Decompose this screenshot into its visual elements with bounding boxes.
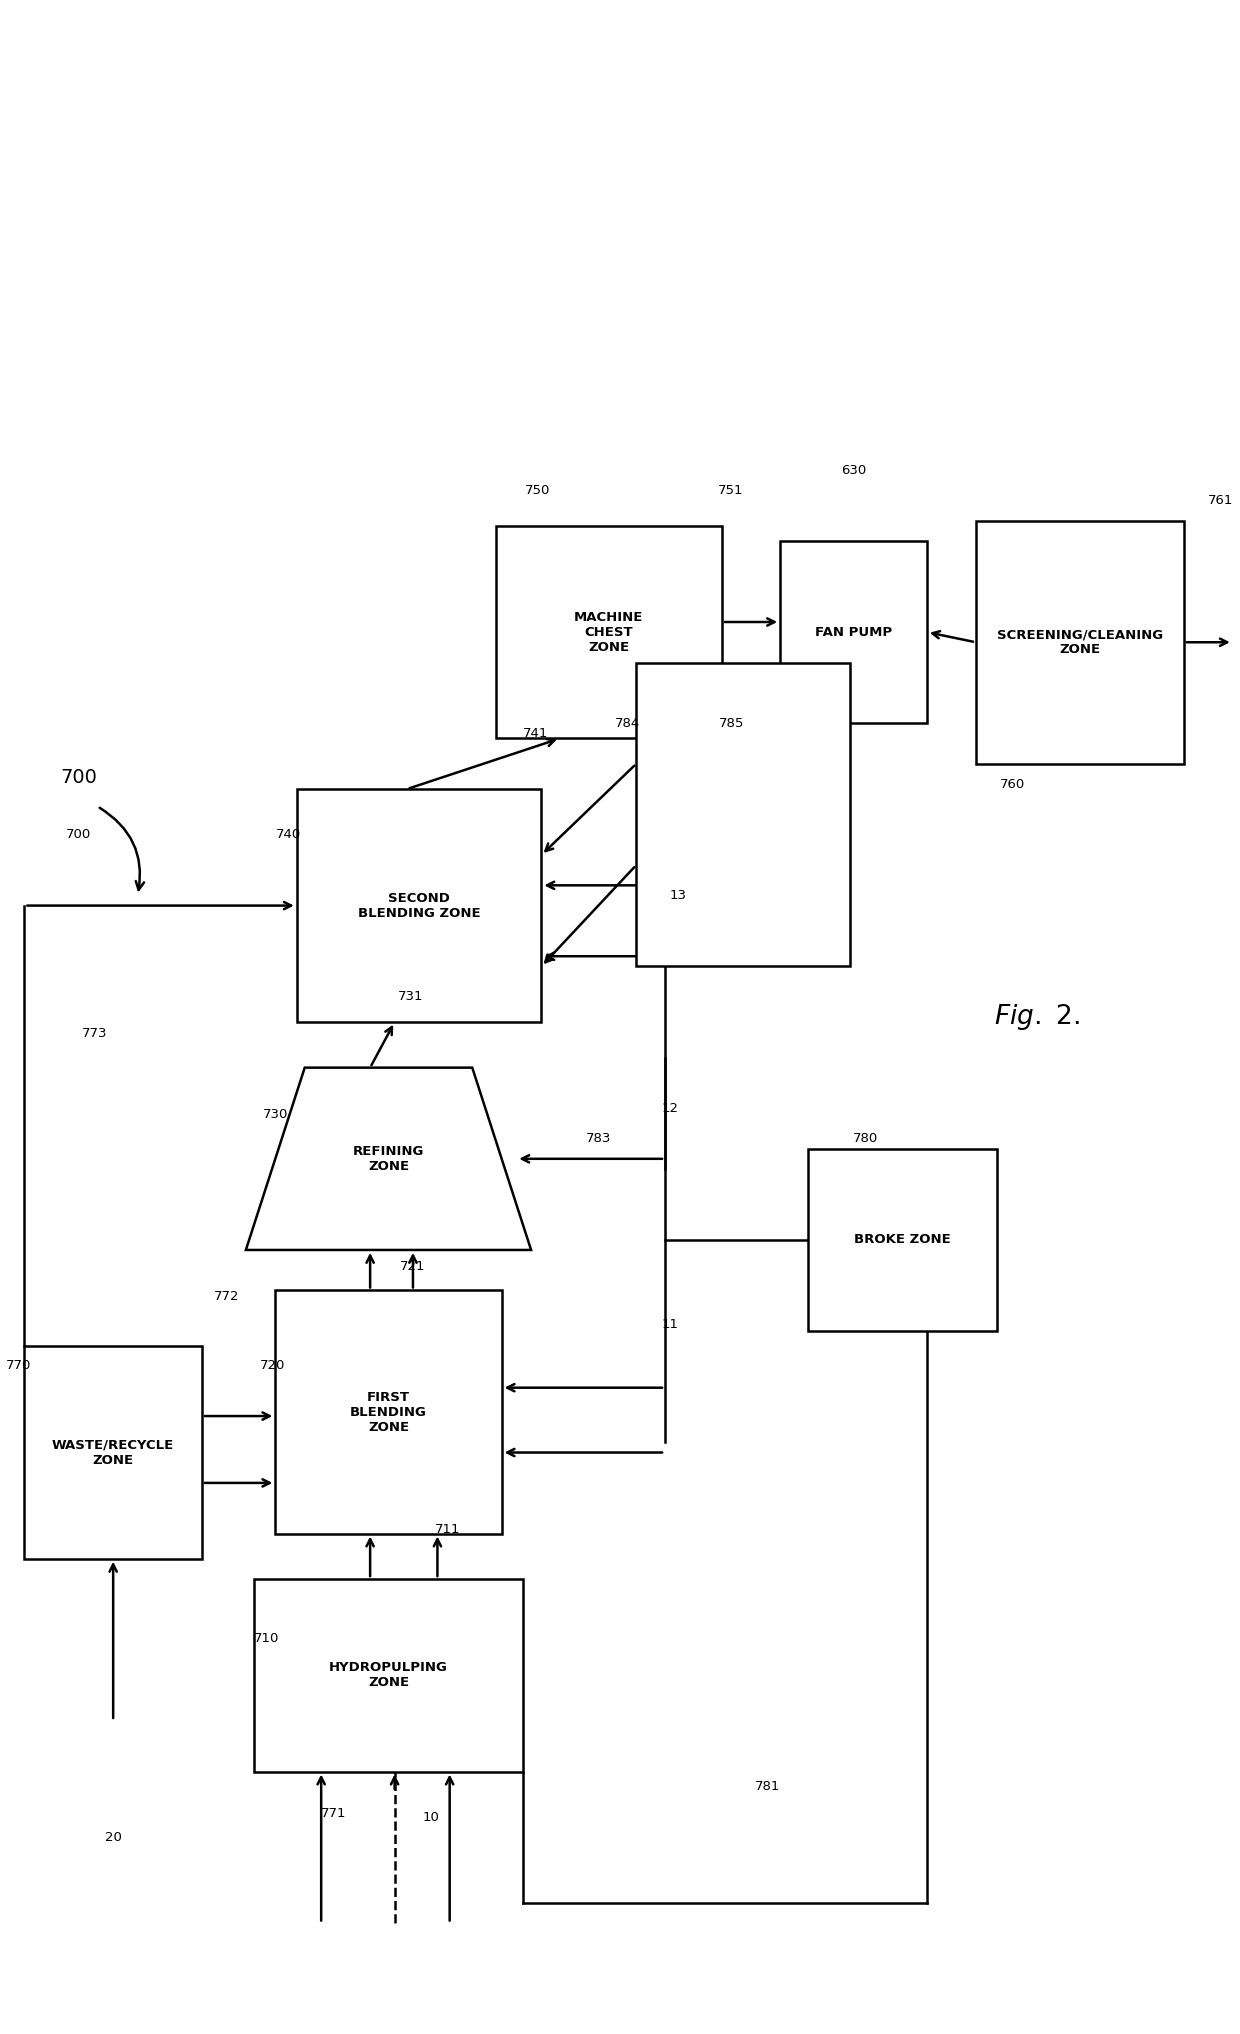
Text: 630: 630 (841, 464, 866, 476)
FancyBboxPatch shape (780, 541, 926, 724)
FancyBboxPatch shape (275, 1290, 502, 1534)
Text: 784: 784 (615, 716, 640, 730)
Text: 772: 772 (215, 1290, 239, 1304)
Text: 781: 781 (755, 1780, 780, 1794)
Text: 773: 773 (82, 1027, 108, 1039)
Text: 770: 770 (6, 1359, 32, 1371)
Text: 751: 751 (718, 484, 744, 496)
Text: REFINING
ZONE: REFINING ZONE (353, 1145, 424, 1174)
Text: 730: 730 (263, 1109, 289, 1121)
Text: 700: 700 (61, 769, 98, 787)
Text: 785: 785 (718, 716, 744, 730)
Text: 20: 20 (104, 1831, 122, 1845)
Text: $\mathit{Fig.\ 2.}$: $\mathit{Fig.\ 2.}$ (994, 1003, 1080, 1031)
Text: 741: 741 (522, 726, 548, 740)
Text: 731: 731 (398, 991, 423, 1003)
Text: WASTE/RECYCLE
ZONE: WASTE/RECYCLE ZONE (52, 1438, 175, 1467)
Text: BROKE ZONE: BROKE ZONE (854, 1233, 951, 1247)
FancyBboxPatch shape (496, 525, 722, 738)
Text: 700: 700 (66, 828, 92, 842)
Text: 760: 760 (999, 777, 1025, 791)
FancyBboxPatch shape (636, 663, 851, 966)
Text: HYDROPULPING
ZONE: HYDROPULPING ZONE (329, 1662, 448, 1690)
Text: SCREENING/CLEANING
ZONE: SCREENING/CLEANING ZONE (997, 629, 1163, 657)
Text: 750: 750 (525, 484, 551, 496)
Text: 710: 710 (253, 1633, 279, 1646)
Text: FIRST
BLENDING
ZONE: FIRST BLENDING ZONE (350, 1391, 427, 1434)
Text: 12: 12 (661, 1102, 678, 1115)
Text: 13: 13 (670, 889, 687, 901)
Text: 780: 780 (853, 1133, 878, 1145)
Polygon shape (246, 1068, 531, 1251)
Text: FAN PUMP: FAN PUMP (815, 626, 892, 639)
Text: 740: 740 (275, 828, 301, 842)
Text: MACHINE
CHEST
ZONE: MACHINE CHEST ZONE (574, 610, 644, 653)
Text: 771: 771 (321, 1806, 346, 1820)
Text: 721: 721 (401, 1259, 425, 1273)
FancyBboxPatch shape (296, 789, 542, 1021)
FancyBboxPatch shape (807, 1149, 997, 1330)
Text: 783: 783 (587, 1133, 611, 1145)
Text: 761: 761 (1208, 494, 1234, 506)
Text: SECOND
BLENDING ZONE: SECOND BLENDING ZONE (358, 891, 480, 919)
FancyBboxPatch shape (25, 1347, 202, 1558)
Text: 720: 720 (259, 1359, 285, 1371)
FancyBboxPatch shape (254, 1578, 523, 1772)
Text: 10: 10 (423, 1810, 440, 1824)
Text: 711: 711 (434, 1523, 460, 1536)
FancyBboxPatch shape (976, 521, 1184, 765)
Text: 11: 11 (661, 1318, 678, 1332)
